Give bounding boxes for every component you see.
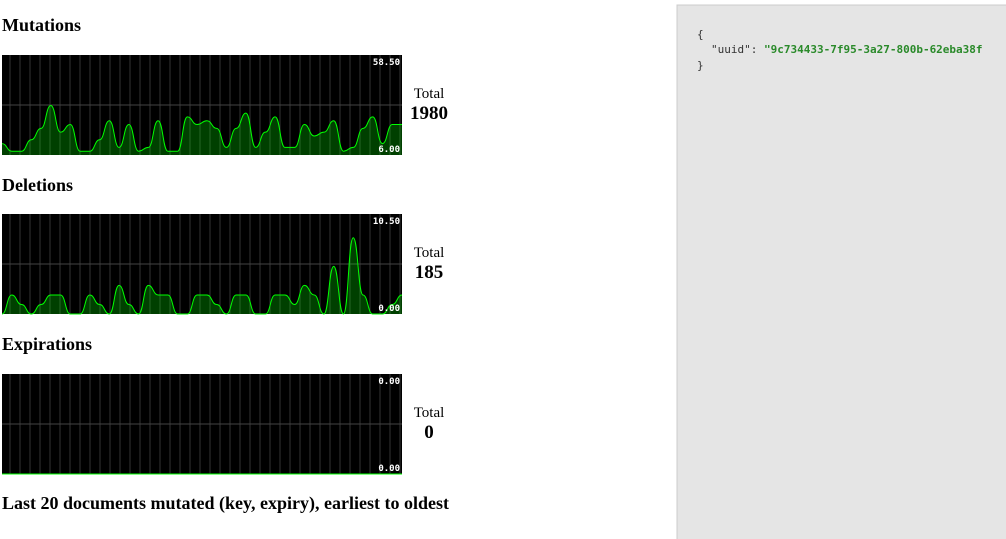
series-area: [2, 105, 402, 155]
total-label: Total: [414, 405, 445, 421]
y-min-label: 6.00: [378, 145, 400, 155]
total-value: 1980: [410, 103, 448, 124]
json-brace: }: [697, 59, 704, 72]
panel-title: Deletions: [2, 175, 73, 195]
json-brace: {: [697, 28, 704, 41]
panel-title: Mutations: [2, 15, 81, 35]
json-panel: [676, 4, 1006, 539]
series-line: [1, 104, 402, 152]
total-value: 0: [424, 422, 434, 443]
total-value: 185: [415, 262, 444, 283]
y-min-label: 0.00: [378, 464, 400, 474]
y-max-label: 0.00: [378, 377, 400, 387]
total-label: Total: [414, 86, 445, 102]
series-line: [1, 237, 403, 315]
section-heading: Last 20 documents mutated (key, expiry),…: [2, 493, 449, 514]
y-max-label: 58.50: [373, 58, 400, 68]
json-key: "uuid": [711, 43, 751, 56]
y-max-label: 10.50: [373, 217, 400, 227]
series-area: [2, 237, 402, 314]
panel-title: Expirations: [2, 334, 92, 354]
json-line: "uuid": "9c734433-7f95-3a27-800b-62eba38…: [711, 43, 983, 56]
y-min-label: 0.00: [378, 304, 400, 314]
json-value: "9c734433-7f95-3a27-800b-62eba38f: [764, 43, 983, 56]
json-sep: :: [751, 43, 758, 56]
total-label: Total: [414, 245, 445, 261]
